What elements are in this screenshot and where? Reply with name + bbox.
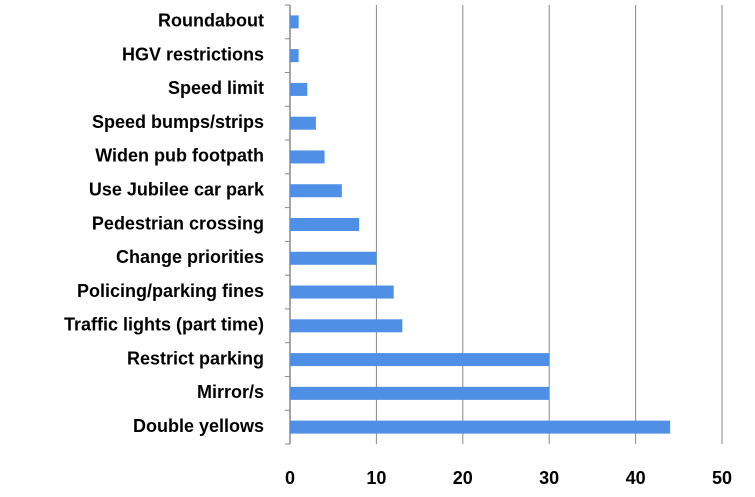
bar [290,82,308,96]
y-tick-label: Restrict parking [127,348,264,368]
bar [290,49,299,63]
bar [290,218,360,231]
bar [290,150,325,164]
x-tick-label: 20 [453,468,473,488]
x-tick-label: 0 [285,468,295,488]
bar [290,420,671,434]
y-tick-label: Double yellows [133,416,264,436]
y-tick-label: HGV restrictions [122,44,264,64]
y-tick-label: Change priorities [116,247,264,267]
y-tick-label: Use Jubilee car park [89,179,265,199]
x-tick-label: 50 [712,468,732,488]
y-tick-label: Roundabout [158,11,264,31]
y-tick-label: Widen pub footpath [95,146,264,166]
y-tick-label: Traffic lights (part time) [64,315,264,335]
y-tick-label: Speed limit [168,78,264,98]
y-tick-label: Mirror/s [197,382,264,402]
bar [290,319,403,333]
bar [290,251,377,265]
bar [290,285,394,299]
bar [290,353,550,367]
bar [290,15,299,29]
x-tick-label: 10 [366,468,386,488]
bar [290,116,316,130]
y-tick-label: Speed bumps/strips [92,112,264,132]
bar [290,184,342,198]
y-tick-label: Pedestrian crossing [92,213,264,233]
x-tick-label: 40 [626,468,646,488]
bar [290,386,550,400]
x-tick-label: 30 [539,468,559,488]
y-tick-label: Policing/parking fines [77,281,264,301]
